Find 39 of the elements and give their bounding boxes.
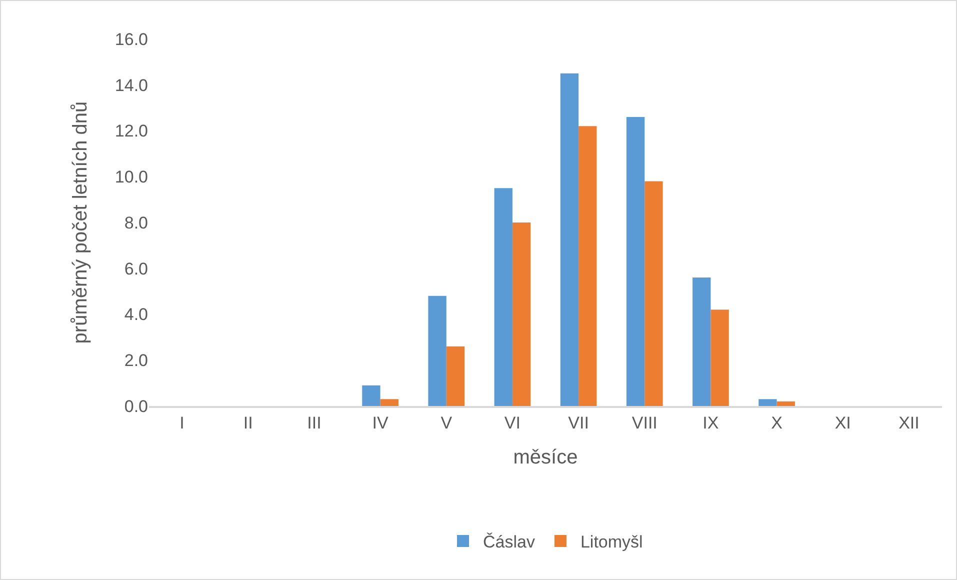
legend-label: Čáslav xyxy=(483,532,536,552)
y-tick-label: 14.0 xyxy=(114,76,148,95)
legend-label: Litomyšl xyxy=(580,532,643,552)
bar xyxy=(578,126,597,406)
y-tick-label: 6.0 xyxy=(124,259,148,278)
bar xyxy=(710,310,729,406)
x-tick-label: I xyxy=(180,413,184,432)
y-tick-label: 4.0 xyxy=(124,305,148,324)
bar xyxy=(692,278,711,406)
y-tick-label: 2.0 xyxy=(124,351,148,370)
x-tick-label: V xyxy=(440,413,453,432)
bar xyxy=(626,116,645,406)
x-tick-label: III xyxy=(307,413,322,432)
y-tick-label: 12.0 xyxy=(114,122,148,141)
bar xyxy=(446,346,465,406)
x-tick-label: X xyxy=(771,413,782,432)
y-axis-title: průměrný počet letních dnů xyxy=(69,101,92,344)
bar xyxy=(644,181,663,406)
bar xyxy=(428,296,446,406)
bar xyxy=(512,222,531,406)
x-axis-title: měsíce xyxy=(513,446,578,468)
x-tick-label: XII xyxy=(898,413,920,432)
x-tick-label: II xyxy=(243,413,253,432)
y-tick-label: 0.0 xyxy=(124,396,148,416)
y-tick-label: 8.0 xyxy=(124,213,148,232)
y-tick-label: 10.0 xyxy=(114,168,148,187)
y-tick-label: 16.0 xyxy=(114,30,148,49)
bar xyxy=(758,399,777,406)
bar xyxy=(494,188,512,406)
x-tick-label: XI xyxy=(834,413,851,432)
bar xyxy=(560,73,579,406)
x-tick-label: VI xyxy=(504,413,520,432)
x-tick-label: IX xyxy=(702,413,719,432)
x-tick-label: VIII xyxy=(632,413,658,432)
bar xyxy=(380,399,398,406)
bar xyxy=(362,385,380,406)
x-tick-label: VII xyxy=(568,413,589,432)
x-tick-label: IV xyxy=(372,413,389,432)
bar xyxy=(776,401,795,406)
